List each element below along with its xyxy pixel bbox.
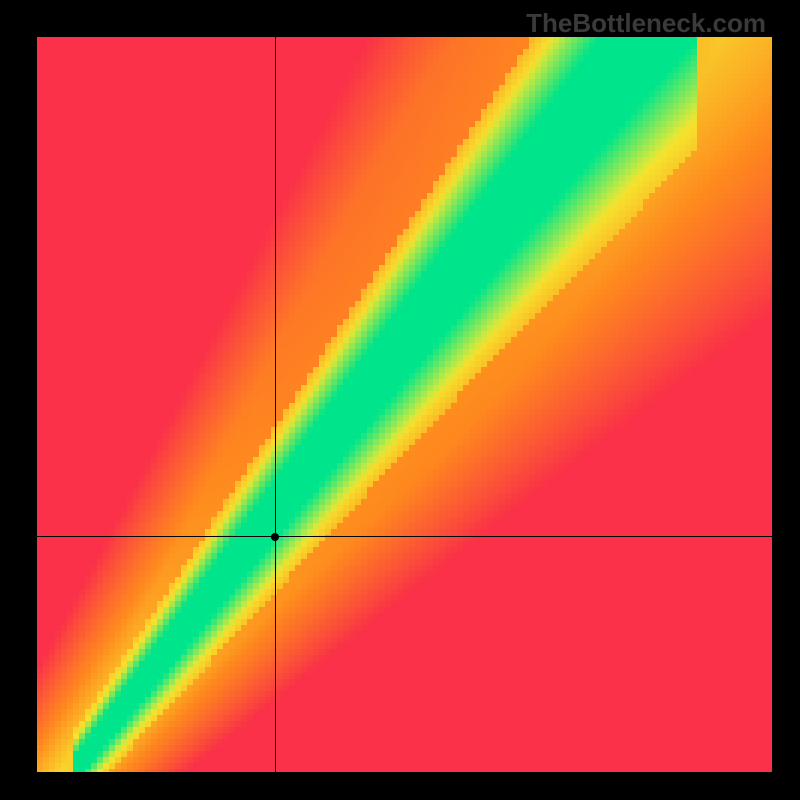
chart-container: TheBottleneck.com [0,0,800,800]
crosshair-vertical [275,37,276,772]
bottleneck-heatmap [37,37,772,772]
watermark-text: TheBottleneck.com [526,8,766,39]
crosshair-marker-dot [271,533,279,541]
crosshair-horizontal [37,536,772,537]
